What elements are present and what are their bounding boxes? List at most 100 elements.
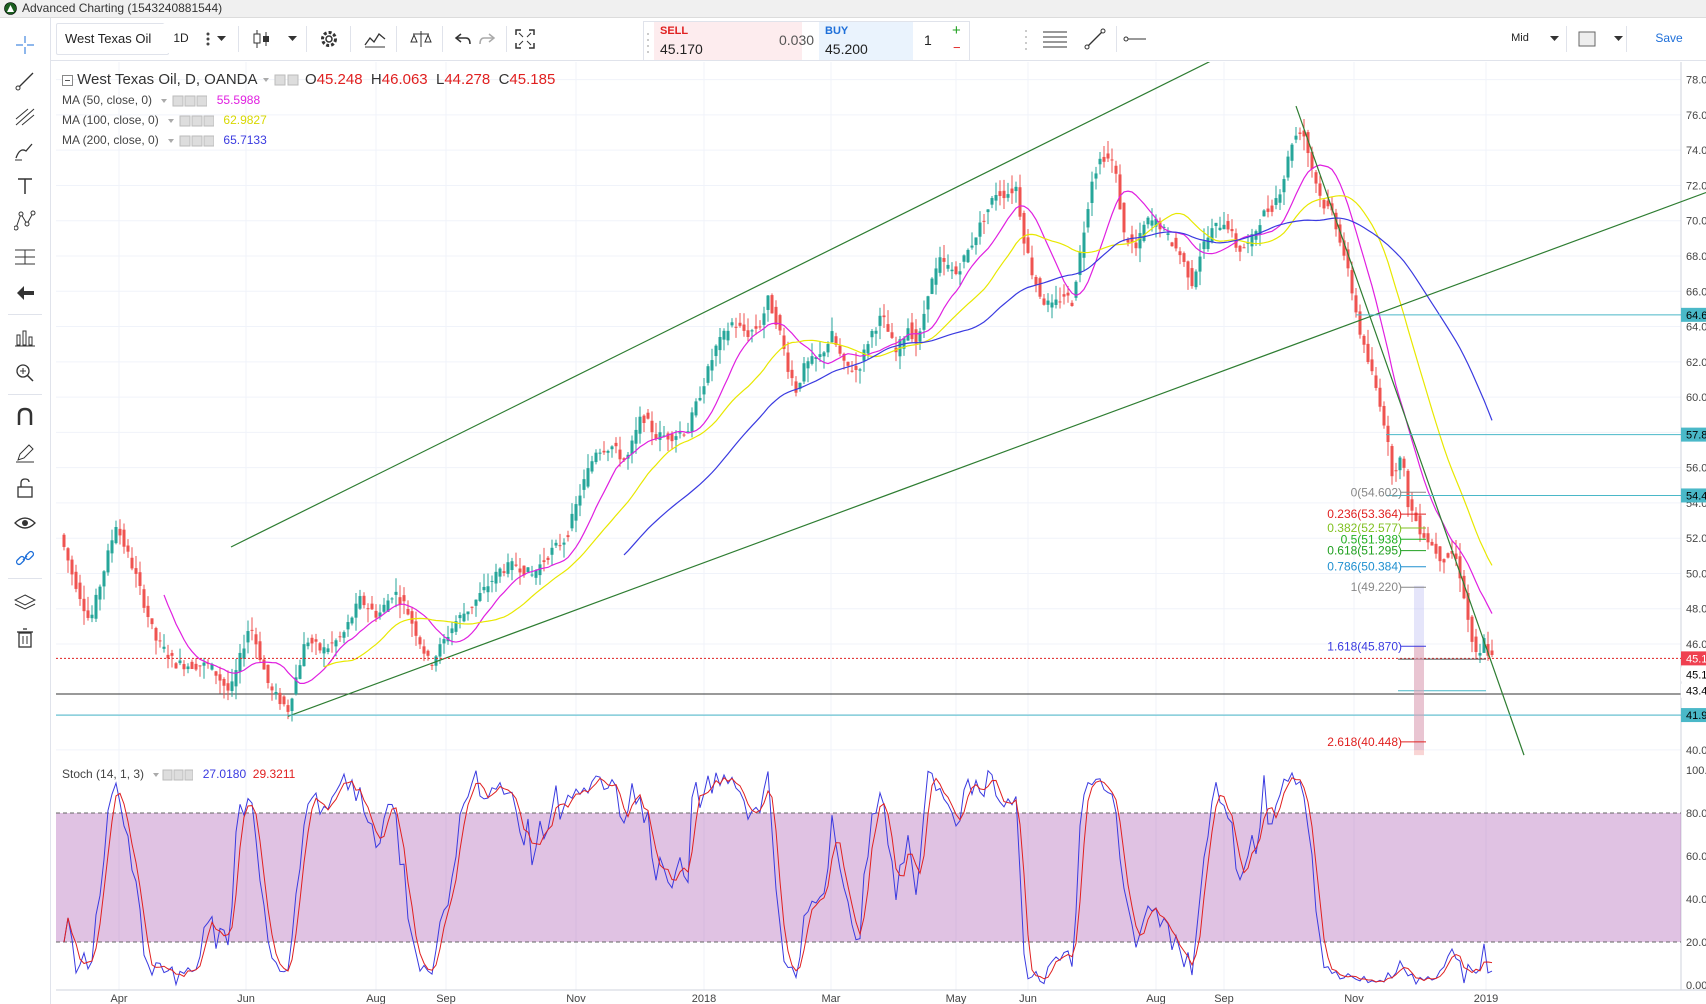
forecast-icon[interactable] [12, 324, 38, 350]
candle-body [142, 589, 146, 608]
collapse-icon[interactable] [62, 74, 73, 86]
price-tick-label: 46.000 [1686, 639, 1706, 651]
candle-body [1070, 302, 1074, 306]
pattern-tool-icon[interactable] [12, 208, 38, 234]
chart-type-dropdown-icon[interactable] [283, 26, 301, 52]
symbol-search-input[interactable]: West Texas Oil [56, 23, 169, 55]
candle-body [674, 436, 678, 440]
candle-body [394, 591, 398, 595]
zoom-in-icon[interactable] [12, 360, 38, 386]
measure-tool-icon[interactable] [12, 244, 38, 270]
candle-body [214, 671, 218, 676]
candle-body [338, 636, 342, 638]
candle-body [662, 435, 666, 437]
candle-body [318, 643, 322, 651]
redo-icon[interactable] [474, 26, 500, 52]
increase-quantity-button[interactable]: + [952, 22, 961, 39]
horizontal-ray-icon[interactable] [1122, 26, 1148, 52]
save-button[interactable]: Save [1636, 23, 1702, 53]
candle-body [938, 257, 942, 273]
horizontal-lines-icon[interactable] [1040, 26, 1070, 52]
candles-icon[interactable] [248, 26, 274, 52]
trend-line-icon[interactable] [1082, 26, 1108, 52]
fib-level-label: 1(49.220) [1351, 580, 1402, 594]
candle-body [1010, 188, 1014, 194]
candle-body [1006, 194, 1010, 198]
pitchfork-icon[interactable] [12, 104, 38, 130]
trash-icon[interactable] [12, 625, 38, 651]
quantity-input[interactable]: 1 [924, 32, 932, 48]
candle-body [1002, 190, 1006, 199]
candle-body [814, 357, 818, 360]
candle-body [298, 665, 302, 679]
decrease-quantity-button[interactable]: − [953, 40, 961, 55]
compare-icon[interactable] [408, 26, 434, 52]
candle-body [174, 663, 178, 669]
candle-body [930, 278, 934, 294]
ma50-buttons-icon[interactable] [161, 95, 208, 107]
candle-body [1290, 144, 1294, 161]
candle-body [566, 535, 570, 538]
candle-body [66, 548, 70, 561]
candle-body [462, 613, 466, 622]
crosshair-icon[interactable] [12, 32, 38, 58]
candle-body [698, 397, 702, 401]
time-tick-label: Aug [366, 993, 386, 1004]
candle-body [390, 598, 394, 600]
fib-level-label: 0.382(52.577) [1327, 521, 1402, 535]
time-tick-label: Sep [436, 993, 456, 1004]
candle-body [146, 605, 150, 618]
text-tool-icon[interactable] [12, 173, 38, 199]
price-chart[interactable]: 0(54.602) 0.236(53.364)0.382(52.577)0.5(5… [56, 62, 1706, 1004]
close-label: C [498, 71, 510, 88]
candle-body [1066, 292, 1070, 296]
candle-body [194, 663, 198, 670]
candle-body [1054, 299, 1058, 305]
layers-icon[interactable] [12, 590, 38, 616]
indicators-icon[interactable] [362, 26, 388, 52]
candle-body [1462, 575, 1466, 599]
eye-icon[interactable] [12, 510, 38, 536]
stoch-label: Stoch (14, 1, 3) [62, 767, 145, 781]
candle-body [654, 434, 658, 439]
drag-handle-icon[interactable] [646, 31, 650, 53]
legend-buttons-icon[interactable] [261, 74, 301, 86]
more-options-icon[interactable] [195, 26, 221, 52]
buy-button[interactable]: BUY 45.200 [819, 22, 913, 60]
drag-handle-icon[interactable] [1024, 28, 1028, 50]
candle-body [974, 237, 978, 246]
interval-dropdown-icon[interactable] [212, 26, 230, 52]
line-tool-icon[interactable] [12, 68, 38, 94]
gear-icon[interactable] [316, 26, 342, 52]
price-mode-button[interactable]: Mid [1503, 23, 1537, 53]
price-tick-label: 40.000 [1686, 745, 1706, 757]
candle-body [278, 692, 282, 705]
candle-body [374, 610, 378, 618]
link-icon[interactable] [12, 545, 38, 571]
ma100-buttons-icon[interactable] [168, 115, 215, 127]
layout-icon[interactable] [1574, 26, 1600, 52]
layout-dropdown-icon[interactable] [1609, 26, 1627, 52]
stoch-buttons-icon[interactable] [153, 769, 194, 781]
price-mode-dropdown-icon[interactable] [1545, 26, 1563, 52]
fullscreen-icon[interactable] [512, 26, 538, 52]
candle-body [858, 369, 862, 371]
candle-body [1490, 650, 1494, 656]
brush-icon[interactable] [12, 138, 38, 164]
interval-button[interactable]: 1D [163, 23, 199, 53]
magnet-icon[interactable] [12, 404, 38, 430]
candle-body [182, 664, 186, 670]
stay-drawing-icon[interactable] [12, 440, 38, 466]
stoch-tick-label: 80.0000 [1686, 808, 1706, 820]
candle-body [1074, 281, 1078, 298]
candle-body [454, 621, 458, 632]
undo-icon[interactable] [450, 26, 476, 52]
ma200-buttons-icon[interactable] [168, 135, 215, 147]
lock-icon[interactable] [12, 475, 38, 501]
back-arrow-icon[interactable] [12, 280, 38, 306]
symbol-legend-row: West Texas Oil, D, OANDA O45.248 H46.063… [62, 70, 555, 90]
candle-body [102, 571, 106, 587]
candle-body [1246, 242, 1250, 244]
candle-body [1082, 232, 1086, 258]
sell-button[interactable]: SELL 45.170 0.030 [654, 22, 814, 60]
